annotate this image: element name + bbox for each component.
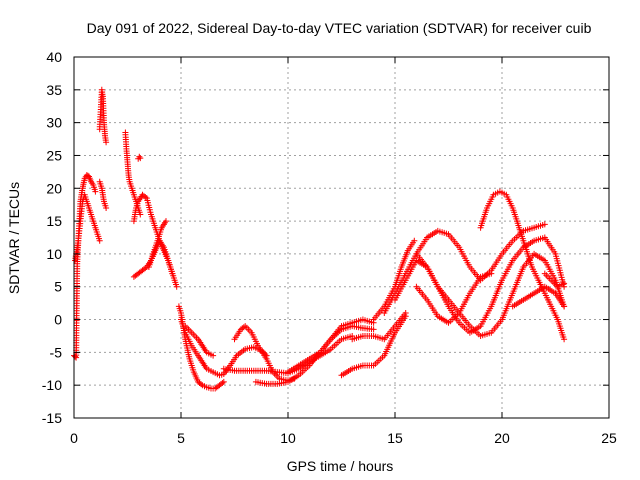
y-tick-label: 40 <box>46 49 62 65</box>
series-trace-w <box>413 270 495 326</box>
x-tick-label: 10 <box>280 430 296 446</box>
series-trace-v <box>413 250 568 339</box>
data-point <box>220 378 227 385</box>
data-point <box>137 211 144 218</box>
y-tick-label: -5 <box>50 344 63 360</box>
data-point <box>561 336 568 343</box>
data-points <box>71 86 568 392</box>
y-tick-label: -10 <box>42 377 62 393</box>
series-trace-f <box>135 153 144 162</box>
data-point <box>96 237 103 244</box>
data-point <box>103 139 110 146</box>
y-axis-label: SDTVAR / TECUs <box>6 182 22 294</box>
data-point <box>198 381 204 388</box>
series-trace-l <box>182 323 217 359</box>
grid <box>74 57 609 418</box>
axis-ticks: 0 5 10 15 20 25 -15 -10 -5 0 5 10 15 20 25 30 35 40 <box>42 49 617 446</box>
y-tick-label: 10 <box>46 246 62 262</box>
plot-frame <box>73 56 610 419</box>
y-tick-label: 15 <box>46 213 62 229</box>
x-tick-label: 25 <box>601 430 617 446</box>
data-point <box>136 153 143 160</box>
data-point <box>541 221 548 228</box>
data-point <box>163 218 169 225</box>
data-point <box>92 188 99 195</box>
data-point <box>370 326 377 333</box>
series-trace-c <box>96 86 110 146</box>
series-trace-s <box>370 237 418 323</box>
data-point <box>561 303 568 310</box>
data-point <box>137 155 144 162</box>
y-tick-label: 0 <box>54 312 62 328</box>
data-point <box>169 270 176 277</box>
y-tick-label: 35 <box>46 82 62 98</box>
data-point <box>72 353 79 360</box>
series-trace-p <box>285 316 377 376</box>
series-trace-e <box>122 129 144 218</box>
y-tick-label: 30 <box>46 115 62 131</box>
x-tick-label: 15 <box>387 430 403 446</box>
data-point <box>402 310 409 316</box>
data-point <box>240 324 247 331</box>
x-tick-label: 20 <box>494 430 510 446</box>
x-tick-label: 5 <box>177 430 185 446</box>
data-point <box>561 280 568 287</box>
chart-title: Day 091 of 2022, Sidereal Day-to-day VTE… <box>87 20 592 36</box>
series-trace-d <box>96 178 110 211</box>
y-tick-label: 5 <box>54 279 62 295</box>
series-trace-y <box>509 283 568 310</box>
series-trace-b <box>72 191 103 264</box>
series-trace-i <box>145 218 169 270</box>
series-trace-r <box>349 310 409 343</box>
y-tick-label: 20 <box>46 180 62 196</box>
x-tick-label: 0 <box>70 430 78 446</box>
series-trace-z <box>541 270 568 290</box>
series-trace-a <box>71 172 99 361</box>
series-trace-m <box>220 333 356 377</box>
series-trace-x <box>477 188 568 343</box>
x-axis-label: GPS time / hours <box>287 458 394 474</box>
data-point <box>219 380 226 386</box>
y-tick-label: 25 <box>46 147 62 163</box>
data-point <box>488 270 495 277</box>
data-point <box>411 237 418 244</box>
data-point <box>210 352 217 359</box>
data-point <box>103 205 110 211</box>
data-point <box>173 283 180 290</box>
y-tick-label: -15 <box>42 410 62 426</box>
